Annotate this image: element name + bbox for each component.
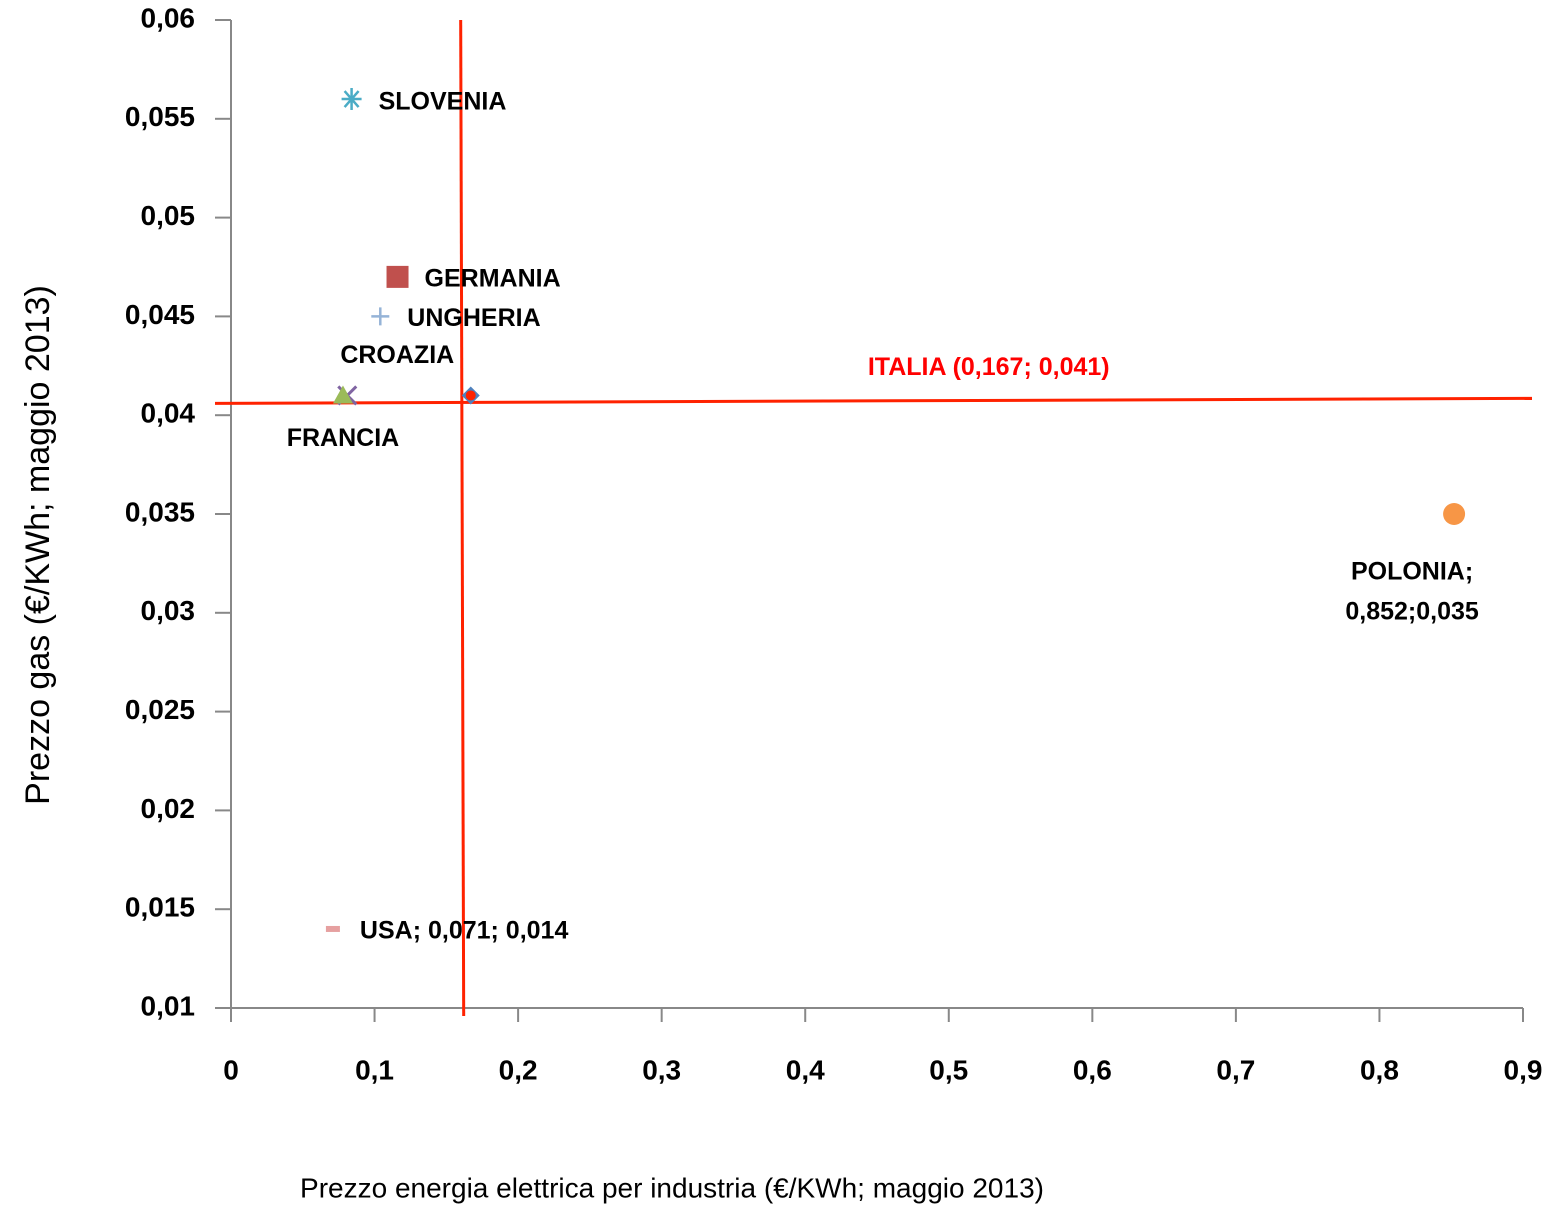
- y-tick-label: 0,025: [125, 694, 195, 725]
- point-label: SLOVENIA: [379, 88, 507, 116]
- y-tick-label: 0,055: [125, 101, 195, 132]
- y-tick-label: 0,04: [141, 398, 196, 429]
- y-tick-label: 0,035: [125, 496, 195, 527]
- point: [386, 265, 409, 288]
- point: [371, 307, 390, 326]
- point: [341, 88, 362, 111]
- x-tick-label: 0,3: [642, 1054, 681, 1085]
- point-label: USA; 0,071; 0,014: [360, 917, 569, 945]
- point: [1443, 503, 1466, 525]
- point-label: UNGHERIA: [407, 304, 540, 332]
- y-tick-label: 0,03: [141, 595, 196, 626]
- point-label: GERMANIA: [425, 264, 561, 292]
- x-tick-label: 0,4: [786, 1054, 825, 1085]
- x-tick-label: 0,1: [355, 1054, 394, 1085]
- point: [332, 385, 353, 404]
- point: [325, 925, 340, 932]
- x-tick-label: 0,2: [499, 1054, 538, 1085]
- y-tick-label: 0,06: [141, 2, 196, 33]
- reference-line-y: [214, 396, 1533, 405]
- point-label: ITALIA (0,167; 0,041): [868, 353, 1110, 381]
- point-label: CROAZIA: [340, 341, 454, 369]
- point-label: 0,852;0,035: [1345, 598, 1479, 626]
- x-tick-label: 0: [223, 1054, 239, 1085]
- y-tick-label: 0,01: [141, 990, 196, 1021]
- point-label: FRANCIA: [287, 424, 400, 452]
- point-label: POLONIA;: [1351, 558, 1473, 586]
- x-tick-label: 0,7: [1216, 1054, 1255, 1085]
- y-tick-label: 0,015: [125, 892, 195, 923]
- y-axis-title: Prezzo gas (€/KWh; maggio 2013): [19, 285, 57, 805]
- x-tick-label: 0,5: [929, 1054, 968, 1085]
- y-tick-label: 0,02: [141, 793, 196, 824]
- y-tick-label: 0,045: [125, 299, 195, 330]
- reference-line-x: [459, 19, 466, 1017]
- y-tick-label: 0,05: [141, 200, 196, 231]
- x-axis-title: Prezzo energia elettrica per industria (…: [300, 1172, 1044, 1203]
- marker-dot: [465, 390, 476, 401]
- x-tick-label: 0,8: [1360, 1054, 1399, 1085]
- x-tick-label: 0,9: [1504, 1054, 1543, 1085]
- x-tick-label: 0,6: [1073, 1054, 1112, 1085]
